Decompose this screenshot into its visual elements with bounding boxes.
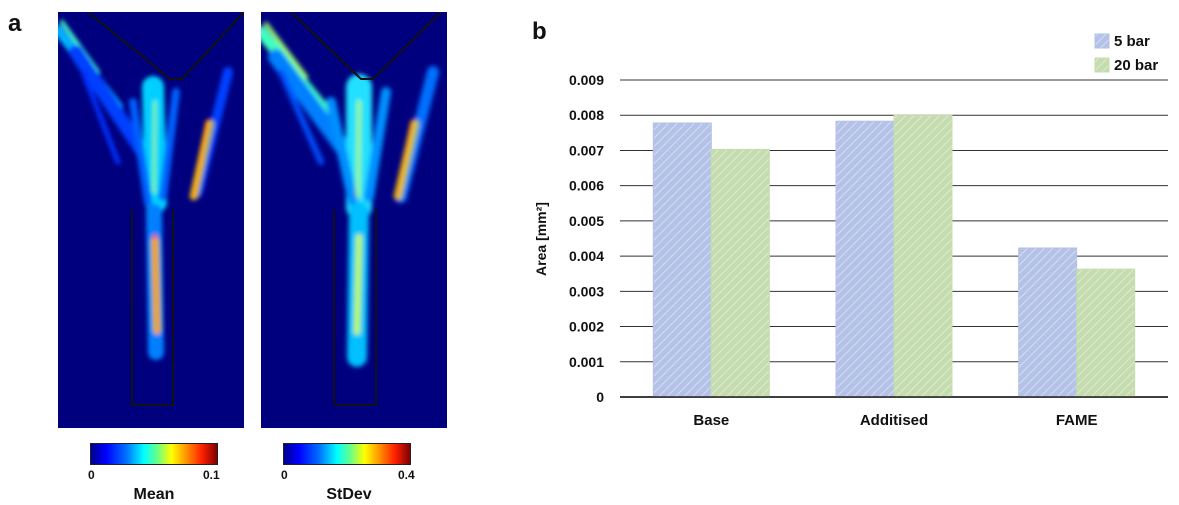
x-tick-label: Base	[693, 412, 729, 429]
y-tick-label: 0.007	[569, 142, 604, 158]
y-tick-label: 0.002	[569, 319, 604, 335]
y-tick-label: 0	[596, 389, 604, 405]
bar-base-0	[652, 122, 712, 398]
bar-fame-0	[1018, 247, 1078, 398]
y-tick-label: 0.005	[569, 213, 604, 229]
colorbar-stdev-min: 0	[281, 468, 288, 482]
y-tick-label: 0.003	[569, 283, 604, 299]
bar-additised-0	[835, 120, 895, 398]
colorbar-mean-max: 0.1	[203, 468, 220, 482]
legend-swatch	[1094, 57, 1110, 73]
caption-mean: Mean	[133, 486, 175, 503]
bar-additised-1	[893, 114, 953, 398]
panel-b-label: b	[532, 18, 547, 45]
y-tick-label: 0.006	[569, 178, 604, 194]
y-tick-label: 0.008	[569, 107, 604, 123]
x-tick-label: FAME	[1056, 412, 1098, 429]
legend-swatch	[1094, 33, 1110, 49]
bar-base-1	[710, 148, 770, 398]
caption-stdev: StDev	[326, 486, 372, 503]
bar-fame-1	[1076, 268, 1136, 398]
heatmap-stdev	[261, 12, 447, 428]
colorbar-mean	[90, 443, 218, 465]
bar-chart: 0 0.001 0.002 0.003 0.004 0.005 0.006 0.007 0.00…	[533, 33, 1168, 429]
y-tick-label: 0.001	[569, 354, 604, 370]
colorbar-stdev-max: 0.4	[398, 468, 415, 482]
y-tick-label: 0.009	[569, 72, 604, 88]
panel-a-label: a	[8, 10, 22, 37]
y-tick-label: 0.004	[569, 248, 604, 264]
legend-label: 20 bar	[1114, 57, 1158, 74]
x-tick-label: Additised	[860, 412, 928, 429]
colorbar-mean-min: 0	[88, 468, 95, 482]
y-axis-label: Area [mm²]	[533, 202, 549, 276]
colorbar-stdev	[283, 443, 411, 465]
heatmap-mean	[58, 12, 244, 428]
legend-label: 5 bar	[1114, 33, 1150, 50]
